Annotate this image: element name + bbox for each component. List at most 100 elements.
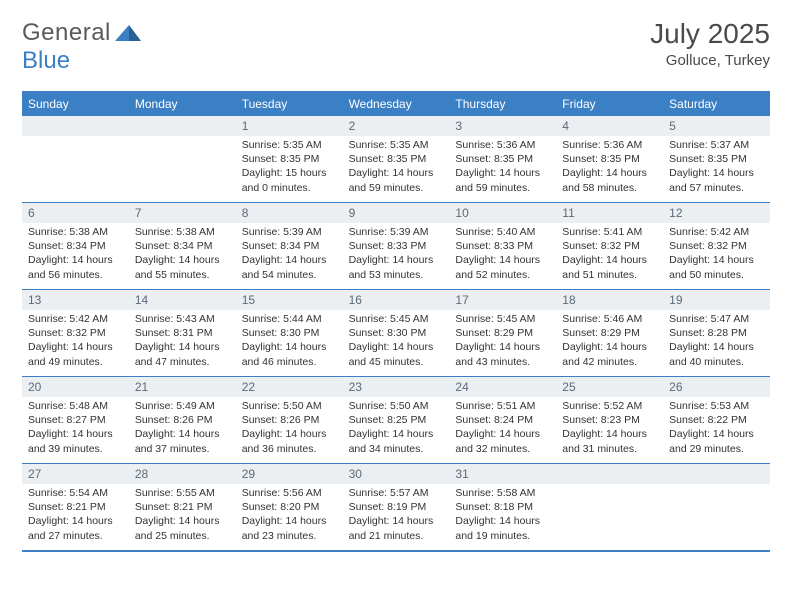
daynum-row: 17 (449, 290, 556, 310)
cell-body: Sunrise: 5:46 AMSunset: 8:29 PMDaylight:… (556, 310, 663, 373)
daynum-row: 3 (449, 116, 556, 136)
sunrise-text: Sunrise: 5:48 AM (28, 399, 123, 413)
day-number: 5 (663, 116, 770, 136)
calendar: Sunday Monday Tuesday Wednesday Thursday… (22, 91, 770, 552)
calendar-cell: 27Sunrise: 5:54 AMSunset: 8:21 PMDayligh… (22, 464, 129, 550)
day-number: 12 (663, 203, 770, 223)
sunset-text: Sunset: 8:30 PM (349, 326, 444, 340)
sunset-text: Sunset: 8:33 PM (349, 239, 444, 253)
daynum-row: 12 (663, 203, 770, 223)
daylight-text: Daylight: 14 hours and 23 minutes. (242, 514, 337, 542)
day-number (663, 464, 770, 484)
cell-body: Sunrise: 5:35 AMSunset: 8:35 PMDaylight:… (343, 136, 450, 199)
daynum-row: 19 (663, 290, 770, 310)
day-number: 30 (343, 464, 450, 484)
calendar-cell: 24Sunrise: 5:51 AMSunset: 8:24 PMDayligh… (449, 377, 556, 463)
logo-text-general: General (22, 19, 111, 47)
sunrise-text: Sunrise: 5:37 AM (669, 138, 764, 152)
day-number: 2 (343, 116, 450, 136)
daylight-text: Daylight: 14 hours and 45 minutes. (349, 340, 444, 368)
day-number: 15 (236, 290, 343, 310)
day-number (556, 464, 663, 484)
logo-text-blue: Blue (22, 47, 70, 74)
daynum-row: 26 (663, 377, 770, 397)
sunrise-text: Sunrise: 5:42 AM (669, 225, 764, 239)
sunset-text: Sunset: 8:35 PM (349, 152, 444, 166)
calendar-cell: 17Sunrise: 5:45 AMSunset: 8:29 PMDayligh… (449, 290, 556, 376)
col-thursday: Thursday (449, 93, 556, 116)
calendar-cell: 11Sunrise: 5:41 AMSunset: 8:32 PMDayligh… (556, 203, 663, 289)
calendar-cell: 13Sunrise: 5:42 AMSunset: 8:32 PMDayligh… (22, 290, 129, 376)
cell-body: Sunrise: 5:37 AMSunset: 8:35 PMDaylight:… (663, 136, 770, 199)
calendar-cell: 29Sunrise: 5:56 AMSunset: 8:20 PMDayligh… (236, 464, 343, 550)
daynum-row: 31 (449, 464, 556, 484)
day-number: 9 (343, 203, 450, 223)
day-number: 23 (343, 377, 450, 397)
logo-triangle-icon (115, 20, 141, 48)
calendar-week: 27Sunrise: 5:54 AMSunset: 8:21 PMDayligh… (22, 463, 770, 550)
sunrise-text: Sunrise: 5:36 AM (562, 138, 657, 152)
calendar-cell: 23Sunrise: 5:50 AMSunset: 8:25 PMDayligh… (343, 377, 450, 463)
sunset-text: Sunset: 8:21 PM (135, 500, 230, 514)
sunset-text: Sunset: 8:32 PM (562, 239, 657, 253)
daylight-text: Daylight: 14 hours and 50 minutes. (669, 253, 764, 281)
daynum-row: 23 (343, 377, 450, 397)
sunrise-text: Sunrise: 5:45 AM (455, 312, 550, 326)
cell-body: Sunrise: 5:48 AMSunset: 8:27 PMDaylight:… (22, 397, 129, 460)
cell-body: Sunrise: 5:45 AMSunset: 8:30 PMDaylight:… (343, 310, 450, 373)
daylight-text: Daylight: 14 hours and 29 minutes. (669, 427, 764, 455)
sunrise-text: Sunrise: 5:49 AM (135, 399, 230, 413)
sunrise-text: Sunrise: 5:38 AM (135, 225, 230, 239)
cell-body: Sunrise: 5:54 AMSunset: 8:21 PMDaylight:… (22, 484, 129, 547)
sunrise-text: Sunrise: 5:47 AM (669, 312, 764, 326)
sunrise-text: Sunrise: 5:57 AM (349, 486, 444, 500)
day-number (22, 116, 129, 136)
sunrise-text: Sunrise: 5:35 AM (349, 138, 444, 152)
daynum-row: 10 (449, 203, 556, 223)
daylight-text: Daylight: 14 hours and 36 minutes. (242, 427, 337, 455)
title-block: July 2025 Golluce, Turkey (650, 18, 770, 69)
day-number: 11 (556, 203, 663, 223)
day-number (129, 116, 236, 136)
daylight-text: Daylight: 14 hours and 43 minutes. (455, 340, 550, 368)
cell-body (556, 484, 663, 490)
calendar-week: 1Sunrise: 5:35 AMSunset: 8:35 PMDaylight… (22, 116, 770, 202)
sunrise-text: Sunrise: 5:35 AM (242, 138, 337, 152)
cell-body: Sunrise: 5:42 AMSunset: 8:32 PMDaylight:… (663, 223, 770, 286)
daylight-text: Daylight: 14 hours and 57 minutes. (669, 166, 764, 194)
day-number: 19 (663, 290, 770, 310)
daylight-text: Daylight: 14 hours and 46 minutes. (242, 340, 337, 368)
daylight-text: Daylight: 14 hours and 39 minutes. (28, 427, 123, 455)
cell-body: Sunrise: 5:45 AMSunset: 8:29 PMDaylight:… (449, 310, 556, 373)
calendar-cell: 31Sunrise: 5:58 AMSunset: 8:18 PMDayligh… (449, 464, 556, 550)
calendar-cell: 25Sunrise: 5:52 AMSunset: 8:23 PMDayligh… (556, 377, 663, 463)
daynum-row (129, 116, 236, 136)
daylight-text: Daylight: 14 hours and 59 minutes. (455, 166, 550, 194)
day-number: 29 (236, 464, 343, 484)
calendar-cell: 19Sunrise: 5:47 AMSunset: 8:28 PMDayligh… (663, 290, 770, 376)
cell-body: Sunrise: 5:38 AMSunset: 8:34 PMDaylight:… (129, 223, 236, 286)
sunrise-text: Sunrise: 5:42 AM (28, 312, 123, 326)
cell-body: Sunrise: 5:57 AMSunset: 8:19 PMDaylight:… (343, 484, 450, 547)
sunrise-text: Sunrise: 5:50 AM (242, 399, 337, 413)
logo: General (22, 18, 141, 48)
sunrise-text: Sunrise: 5:43 AM (135, 312, 230, 326)
calendar-cell: 5Sunrise: 5:37 AMSunset: 8:35 PMDaylight… (663, 116, 770, 202)
day-number: 10 (449, 203, 556, 223)
calendar-week: 20Sunrise: 5:48 AMSunset: 8:27 PMDayligh… (22, 376, 770, 463)
daynum-row: 11 (556, 203, 663, 223)
daylight-text: Daylight: 14 hours and 54 minutes. (242, 253, 337, 281)
sunset-text: Sunset: 8:26 PM (242, 413, 337, 427)
calendar-cell: 16Sunrise: 5:45 AMSunset: 8:30 PMDayligh… (343, 290, 450, 376)
calendar-week: 6Sunrise: 5:38 AMSunset: 8:34 PMDaylight… (22, 202, 770, 289)
col-saturday: Saturday (663, 93, 770, 116)
calendar-cell: 6Sunrise: 5:38 AMSunset: 8:34 PMDaylight… (22, 203, 129, 289)
sunrise-text: Sunrise: 5:40 AM (455, 225, 550, 239)
day-number: 31 (449, 464, 556, 484)
calendar-cell (129, 116, 236, 202)
day-number: 14 (129, 290, 236, 310)
daynum-row: 14 (129, 290, 236, 310)
sunrise-text: Sunrise: 5:51 AM (455, 399, 550, 413)
cell-body: Sunrise: 5:56 AMSunset: 8:20 PMDaylight:… (236, 484, 343, 547)
day-number: 16 (343, 290, 450, 310)
